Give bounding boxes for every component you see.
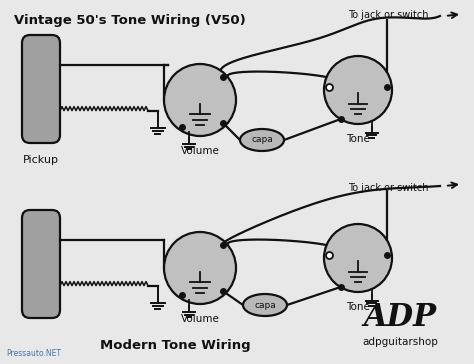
FancyBboxPatch shape xyxy=(22,210,60,318)
Text: Pickup: Pickup xyxy=(23,155,59,165)
Ellipse shape xyxy=(240,129,284,151)
Text: Volume: Volume xyxy=(181,146,219,156)
Text: ADP: ADP xyxy=(364,302,437,333)
Text: Modern Tone Wiring: Modern Tone Wiring xyxy=(100,339,250,352)
Ellipse shape xyxy=(243,294,287,316)
Text: Volume: Volume xyxy=(181,314,219,324)
Text: capa: capa xyxy=(251,135,273,145)
Text: capa: capa xyxy=(254,301,276,309)
Text: Pressauto.NET: Pressauto.NET xyxy=(6,349,61,358)
Circle shape xyxy=(164,64,236,136)
Text: Vintage 50's Tone Wiring (V50): Vintage 50's Tone Wiring (V50) xyxy=(14,14,246,27)
Circle shape xyxy=(324,56,392,124)
Text: adpguitarshop: adpguitarshop xyxy=(362,337,438,347)
Text: Tone: Tone xyxy=(346,302,370,312)
FancyBboxPatch shape xyxy=(22,35,60,143)
Circle shape xyxy=(164,232,236,304)
Circle shape xyxy=(324,224,392,292)
Text: Tone: Tone xyxy=(346,134,370,144)
Text: To jack or switch: To jack or switch xyxy=(348,10,428,20)
Text: To jack or switch: To jack or switch xyxy=(348,183,428,193)
